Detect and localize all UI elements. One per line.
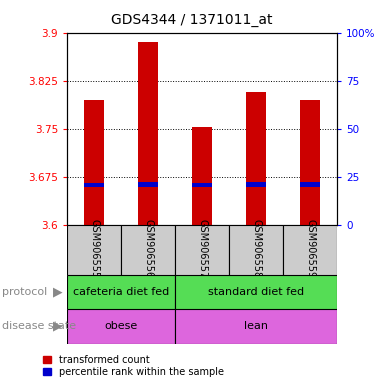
Bar — [192, 127, 212, 225]
FancyBboxPatch shape — [67, 275, 175, 309]
Text: standard diet fed: standard diet fed — [208, 287, 304, 297]
Bar — [192, 183, 212, 187]
Text: protocol: protocol — [2, 287, 47, 297]
FancyBboxPatch shape — [121, 225, 175, 275]
Legend: transformed count, percentile rank within the sample: transformed count, percentile rank withi… — [43, 355, 224, 377]
Text: cafeteria diet fed: cafeteria diet fed — [73, 287, 169, 297]
Bar — [84, 100, 104, 225]
FancyBboxPatch shape — [175, 309, 337, 344]
Text: ▶: ▶ — [52, 285, 62, 298]
FancyBboxPatch shape — [67, 225, 121, 275]
FancyBboxPatch shape — [175, 275, 337, 309]
Bar — [300, 100, 320, 225]
FancyBboxPatch shape — [67, 309, 175, 344]
Text: ▶: ▶ — [52, 320, 62, 333]
Text: GSM906556: GSM906556 — [143, 219, 153, 278]
Bar — [138, 42, 158, 225]
Text: GSM906555: GSM906555 — [89, 219, 99, 278]
Bar — [246, 91, 266, 225]
Text: obese: obese — [105, 321, 137, 331]
Text: GDS4344 / 1371011_at: GDS4344 / 1371011_at — [111, 13, 272, 27]
Text: GSM906557: GSM906557 — [197, 219, 207, 278]
Bar — [138, 182, 158, 187]
Text: GSM906559: GSM906559 — [305, 219, 315, 278]
Text: lean: lean — [244, 321, 268, 331]
FancyBboxPatch shape — [175, 225, 229, 275]
Bar — [246, 182, 266, 187]
FancyBboxPatch shape — [283, 225, 337, 275]
Text: disease state: disease state — [2, 321, 76, 331]
Bar — [300, 182, 320, 187]
Bar — [84, 183, 104, 187]
FancyBboxPatch shape — [229, 225, 283, 275]
Text: GSM906558: GSM906558 — [251, 219, 261, 278]
